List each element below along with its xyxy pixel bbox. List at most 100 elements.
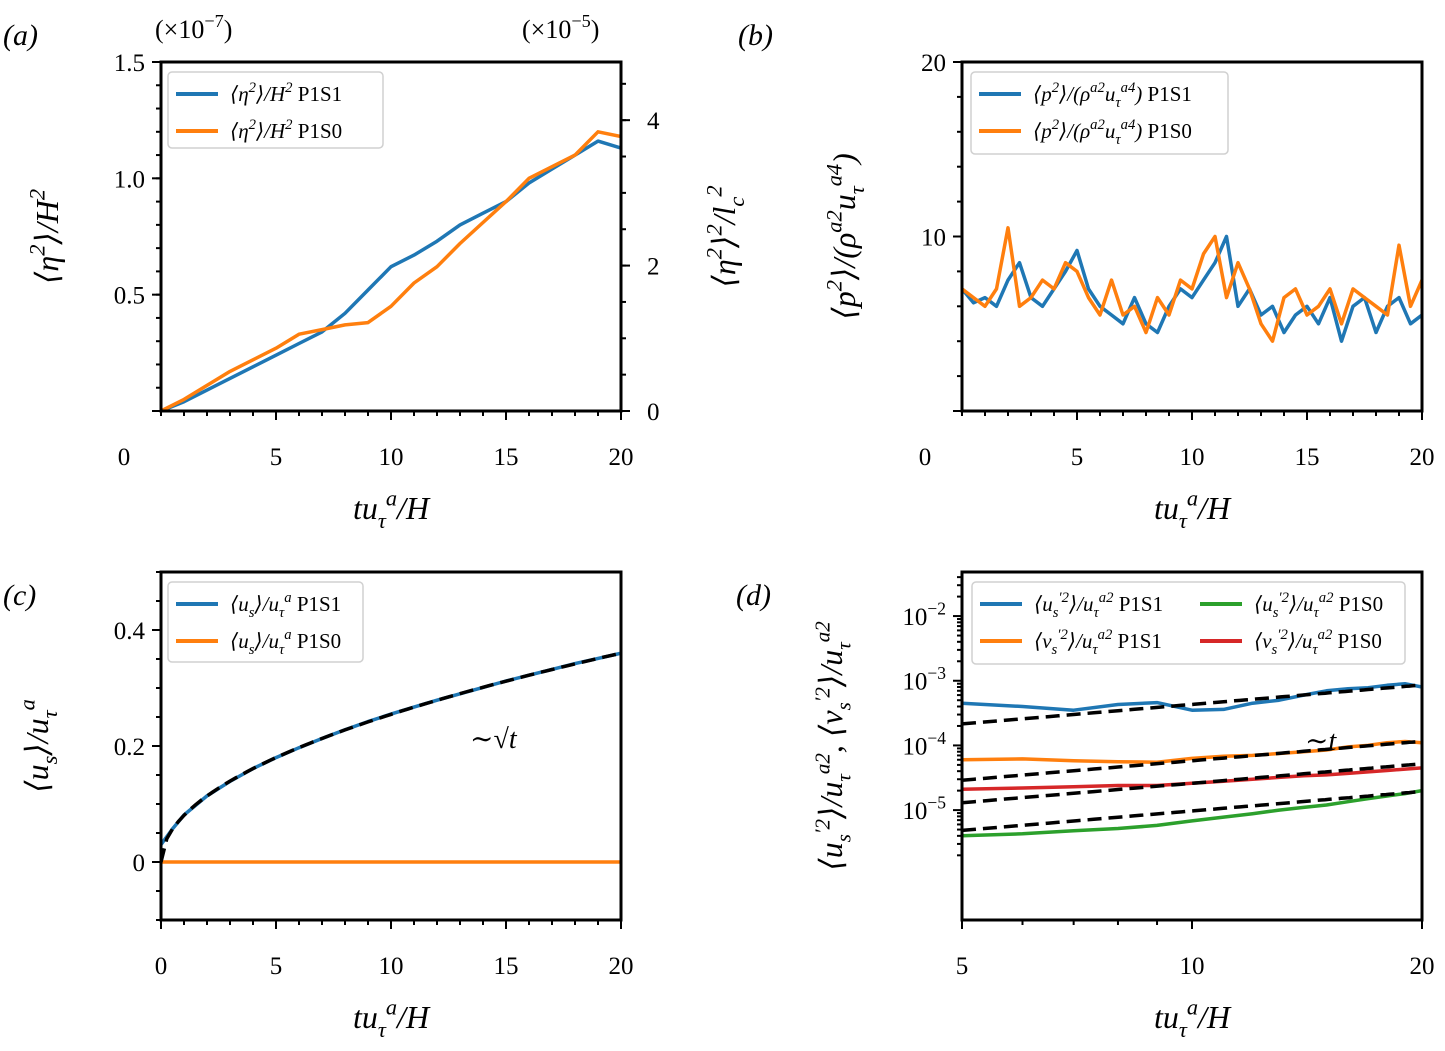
- right-axis-multiplier: (×10−5): [522, 11, 599, 44]
- axes-frame: [159, 570, 623, 922]
- x-tick-label: 5: [270, 444, 283, 471]
- legend-box: [167, 71, 384, 149]
- fit-line-dashed: [962, 683, 1422, 726]
- legend-entry: ⟨p2⟩/(ρa2uτa4) P1S0: [1033, 117, 1192, 148]
- x-tick-label: 0: [155, 953, 168, 980]
- series-line-p1s0-2: [962, 788, 1422, 838]
- legend-math: ⟨p2⟩/(ρa2uτa4): [1033, 117, 1142, 148]
- series-line-p1s1-0: [161, 139, 621, 411]
- axes-frame: [960, 570, 1424, 922]
- legend: ⟨η2⟩/H2​ P1S1⟨η2⟩/H2​ P1S0: [167, 71, 384, 149]
- legend-case: P1S1: [293, 82, 343, 106]
- x-tick-label: 15: [1295, 444, 1320, 471]
- panel-label: (b): [738, 19, 773, 52]
- legend-math: ⟨us′2⟩/uτa2​: [1254, 590, 1334, 621]
- legend-case: P1S1: [1113, 592, 1163, 616]
- fit-line-dashed: [161, 651, 621, 863]
- x-tick-label: 15: [494, 444, 519, 471]
- x-tick-label: 5: [270, 953, 283, 980]
- series-line-p1s1-0: [962, 681, 1422, 712]
- legend-entry: ⟨vs′2⟩/uτa2​ P1S1: [1034, 627, 1162, 658]
- y-tick-label-zero: 0: [118, 444, 131, 471]
- fit-line-dashed: [962, 739, 1422, 782]
- series-line-p1s0-1: [962, 226, 1422, 343]
- legend-case: P1S0: [293, 119, 343, 143]
- y-tick-label: 0.5: [114, 283, 145, 310]
- legend-box: [970, 71, 1229, 155]
- scaling-annotation: ∼t: [1305, 726, 1337, 757]
- legend-case: P1S0: [1142, 119, 1192, 143]
- legend-entry: ⟨p2⟩/(ρa2uτa4) P1S1: [1033, 80, 1192, 111]
- data-layer: [962, 681, 1422, 838]
- y-tick-label: 0: [133, 850, 146, 877]
- y-tick-label: 10: [921, 225, 946, 252]
- x-axis-label: tuτa/H: [353, 995, 431, 1042]
- data-layer: [161, 651, 621, 864]
- x-tick-label: 20: [609, 953, 634, 980]
- x-axis-label: tuτa/H: [1154, 995, 1232, 1042]
- scaling-annotation: ∼√t: [470, 724, 518, 755]
- legend-entry: ⟨vs′2⟩/uτa2​ P1S0: [1254, 627, 1382, 658]
- y-right-tick-label: 2: [647, 254, 660, 281]
- x-axis-label: tuτa/H: [353, 486, 431, 533]
- y-axis-label: ⟨η2⟩/H2​: [25, 189, 65, 284]
- legend-math: ⟨us⟩/uτa​: [230, 627, 292, 658]
- x-tick-label: 5: [1071, 444, 1084, 471]
- series-line-p1s0-3: [962, 766, 1422, 792]
- x-tick-label: 20: [1410, 953, 1435, 980]
- legend-math: ⟨us⟩/uτa​: [230, 590, 292, 621]
- legend-case: P1S1: [1112, 629, 1162, 653]
- y-right-tick-label: 4: [647, 108, 660, 135]
- y-tick-label: 10−2​: [902, 599, 946, 632]
- legend-math: ⟨η2⟩/H2​: [230, 80, 293, 106]
- legend-math: ⟨p2⟩/(ρa2uτa4): [1033, 80, 1142, 111]
- y-tick-label: 0.2: [114, 734, 145, 761]
- legend-case: P1S1: [1142, 82, 1192, 106]
- fit-line-dashed: [962, 762, 1422, 805]
- y-tick-label: 10−5​: [902, 793, 946, 826]
- series-line-p1s1-1: [962, 739, 1422, 764]
- x-tick-label: 10: [1180, 444, 1205, 471]
- series-line-p1s1-0: [161, 651, 621, 846]
- y-axis-label: ⟨us⟩/uτa​: [15, 699, 62, 793]
- series-line-p1s1-0: [962, 234, 1422, 343]
- panel-b: (b)5 10 15 2010200tuτa/H⟨p2⟩/(ρa2uτa4)⟨p2⟩/…: [738, 19, 1435, 533]
- panel-label: (a): [3, 19, 38, 52]
- data-layer: [962, 226, 1422, 343]
- legend-math: ⟨us′2⟩/uτa2​: [1034, 590, 1114, 621]
- x-tick-label: 15: [494, 953, 519, 980]
- data-layer: [161, 130, 621, 411]
- x-axis-label: tuτa/H: [1154, 486, 1232, 533]
- y-axis-label: ⟨us′2⟩/uτa2, ⟨vs′2⟩/uτa2​: [810, 621, 855, 871]
- y-axis-right-label: ⟨η2⟩2/lc2​: [702, 185, 749, 287]
- y-tick-label: 1.0: [114, 166, 145, 193]
- legend-case: P1S0: [1333, 592, 1383, 616]
- legend-entry: ⟨η2⟩/H2​ P1S0: [230, 117, 342, 143]
- y-tick-label: 10−4​: [902, 728, 946, 761]
- x-tick-label: 10: [379, 953, 404, 980]
- fit-line-dashed: [962, 789, 1422, 833]
- panel-label: (c): [3, 579, 36, 612]
- legend-entry: ⟨η2⟩/H2​ P1S1: [230, 80, 342, 106]
- legend-math: ⟨vs′2⟩/uτa2​: [1254, 627, 1333, 658]
- panel-a: (a) 5 10 15 20 0.5 1.0 1.5 0 0 2 4 ⟨η2⟩2/lc2​ (×10−7)…: [3, 11, 749, 533]
- legend-math: ⟨η2⟩/H2​: [230, 117, 293, 143]
- legend-case: P1S1: [292, 592, 342, 616]
- legend-entry: ⟨us⟩/uτa​ P1S0: [230, 627, 341, 658]
- y-tick-label: 10−3​: [902, 663, 946, 696]
- axes-frame: [159, 60, 623, 413]
- panel-c: (c) 0 5 10 15 20 0 0.2 0.4 tuτa/H ⟨us⟩/uτa​ ∼√t ⟨us⟩…: [3, 570, 634, 1042]
- axes-frame: [960, 60, 1424, 413]
- y-tick-label: 20: [921, 50, 946, 77]
- legend: ⟨us′2⟩/uτa2​ P1S1⟨vs′2⟩/uτa2​ P1S1⟨us′2⟩…: [971, 581, 1406, 665]
- x-tick-label: 20: [609, 444, 634, 471]
- legend-box: [971, 581, 1406, 665]
- legend-entry: ⟨us′2⟩/uτa2​ P1S0: [1254, 590, 1383, 621]
- y-tick-label: 1.5: [114, 50, 145, 77]
- y-axis-label: ⟨p2⟩/(ρa2uτa4): [822, 153, 869, 320]
- y-tick-label: 0.4: [114, 618, 146, 645]
- y-tick-label-zero: 0: [919, 444, 932, 471]
- legend: ⟨us⟩/uτa​ P1S1 ⟨us⟩/uτa​ P1S0: [167, 581, 364, 663]
- legend-entry: ⟨us′2⟩/uτa2​ P1S1: [1034, 590, 1163, 621]
- legend: ⟨p2⟩/(ρa2uτa4) P1S1⟨p2⟩/(ρa2uτa4) P1S0: [970, 71, 1229, 155]
